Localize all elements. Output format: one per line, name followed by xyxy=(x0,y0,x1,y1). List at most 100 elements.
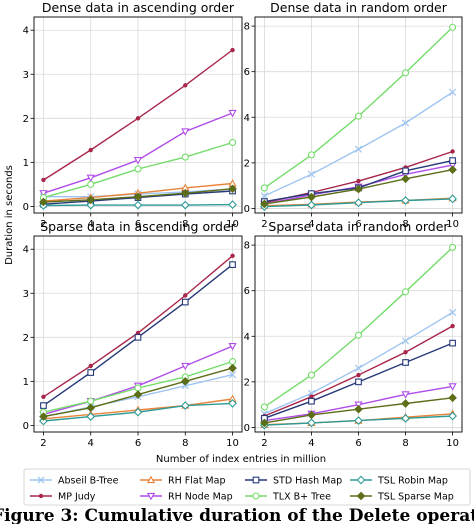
panel-title: Sparse data in ascending order xyxy=(40,219,236,234)
point-tlx-b-tree xyxy=(449,23,457,31)
y-tick-label: 0 xyxy=(23,421,29,432)
figure-caption: Figure 3: Cumulative duration of the Del… xyxy=(0,506,474,524)
point-tsl-robin-map xyxy=(307,418,316,428)
x-tick-label: 4 xyxy=(88,219,94,230)
x-tick-label: 8 xyxy=(182,219,188,230)
point-tsl-sparse-map xyxy=(401,174,410,184)
point-std-hash-map xyxy=(229,261,236,268)
series-tsl-robin-map xyxy=(39,398,237,426)
legend-label: TLX B+ Tree xyxy=(272,492,331,503)
x-tick-label: 2 xyxy=(40,438,46,449)
point-tsl-robin-map xyxy=(133,407,143,417)
point-tsl-sparse-map xyxy=(133,192,143,202)
legend-marker xyxy=(356,491,366,501)
point-std-hash-map xyxy=(402,359,409,366)
point-rh-node-map xyxy=(86,174,95,183)
legend-label: STD Hash Map xyxy=(273,476,342,487)
legend-item-rh-flat-map: RH Flat Map xyxy=(140,476,225,487)
point-tlx-b-tree xyxy=(260,403,268,411)
point-std-hash-map xyxy=(87,369,95,376)
point-tsl-sparse-map xyxy=(307,410,316,420)
point-abseil-b-tree xyxy=(401,119,410,127)
y-tick-label: 0 xyxy=(244,423,250,434)
x-tick-label: 2 xyxy=(261,438,267,449)
point-mp-judy xyxy=(356,372,361,378)
point-tlx-b-tree xyxy=(134,384,142,392)
point-mp-judy xyxy=(183,293,188,298)
x-tick-label: 6 xyxy=(355,438,361,449)
point-abseil-b-tree xyxy=(354,145,363,153)
legend-item-tsl-robin-map: TSL Robin Map xyxy=(350,476,448,487)
point-tsl-robin-map xyxy=(401,196,410,205)
x-tick-label: 8 xyxy=(402,219,408,230)
point-rh-node-map xyxy=(181,128,190,136)
x-tick-label: 10 xyxy=(446,438,459,449)
point-tsl-sparse-map xyxy=(180,188,190,198)
x-tick-label: 6 xyxy=(135,438,141,449)
point-mp-judy xyxy=(230,253,235,259)
point-mp-judy xyxy=(450,323,455,329)
point-std-hash-map xyxy=(355,378,362,386)
legend-item-std-hash-map: STD Hash Map xyxy=(245,476,342,487)
point-tlx-b-tree xyxy=(228,357,237,366)
point-tlx-b-tree xyxy=(87,180,95,188)
y-tick-label: 4 xyxy=(23,245,29,256)
series-tsl-sparse-map xyxy=(39,363,237,421)
y-tick-label: 2 xyxy=(23,114,29,125)
point-tsl-robin-map xyxy=(307,200,316,210)
point-mp-judy xyxy=(183,83,188,88)
y-tick-label: 2 xyxy=(23,333,29,344)
point-mp-judy xyxy=(88,363,93,369)
y-tick-label: 8 xyxy=(244,241,250,252)
legend-label: RH Flat Map xyxy=(168,476,225,487)
y-tick-label: 3 xyxy=(23,289,29,300)
point-tlx-b-tree xyxy=(260,184,268,192)
x-tick-label: 8 xyxy=(182,438,188,449)
series-tsl-robin-map xyxy=(260,411,457,430)
point-tlx-b-tree xyxy=(87,397,95,405)
point-tsl-robin-map xyxy=(180,200,190,210)
x-tick-label: 6 xyxy=(135,219,141,230)
point-abseil-b-tree xyxy=(448,88,457,96)
y-tick-label: 3 xyxy=(23,70,29,81)
point-tsl-robin-map xyxy=(228,398,237,408)
point-tsl-sparse-map xyxy=(354,184,363,194)
y-tick-label: 2 xyxy=(244,377,250,388)
point-tlx-b-tree xyxy=(134,165,142,173)
point-rh-node-map xyxy=(228,109,237,118)
x-tick-label: 2 xyxy=(40,219,46,230)
legend-label: TSL Sparse Map xyxy=(377,492,454,503)
point-tsl-robin-map xyxy=(133,200,143,210)
x-tick-label: 4 xyxy=(308,219,314,230)
legend-marker xyxy=(252,492,260,500)
point-tsl-sparse-map xyxy=(86,403,96,413)
point-tsl-robin-map xyxy=(448,411,457,421)
point-mp-judy xyxy=(450,149,455,154)
point-tsl-robin-map xyxy=(448,194,457,204)
y-tick-label: 0 xyxy=(23,202,29,213)
legend-label: TSL Robin Map xyxy=(377,476,448,487)
point-std-hash-map xyxy=(181,298,189,306)
point-std-hash-map xyxy=(308,397,315,405)
point-rh-node-map xyxy=(39,190,48,198)
point-tsl-sparse-map xyxy=(307,192,316,202)
point-rh-node-map xyxy=(228,343,237,351)
legend-item-tlx-b-tree: TLX B+ Tree xyxy=(245,492,331,503)
point-tlx-b-tree xyxy=(449,243,457,251)
legend-marker xyxy=(252,476,260,484)
series-abseil-b-tree xyxy=(260,88,457,200)
point-tsl-sparse-map xyxy=(180,377,190,386)
y-tick-label: 4 xyxy=(244,113,250,124)
legend-item-tsl-sparse-map: TSL Sparse Map xyxy=(350,492,454,503)
legend-marker xyxy=(146,475,156,484)
point-tsl-robin-map xyxy=(354,416,363,425)
series-mp-judy xyxy=(262,323,455,419)
x-tick-label: 10 xyxy=(226,219,239,230)
point-tsl-sparse-map xyxy=(228,363,237,373)
legend-item-rh-node-map: RH Node Map xyxy=(140,492,233,503)
point-tsl-sparse-map xyxy=(448,165,457,175)
y-tick-label: 6 xyxy=(244,286,250,297)
